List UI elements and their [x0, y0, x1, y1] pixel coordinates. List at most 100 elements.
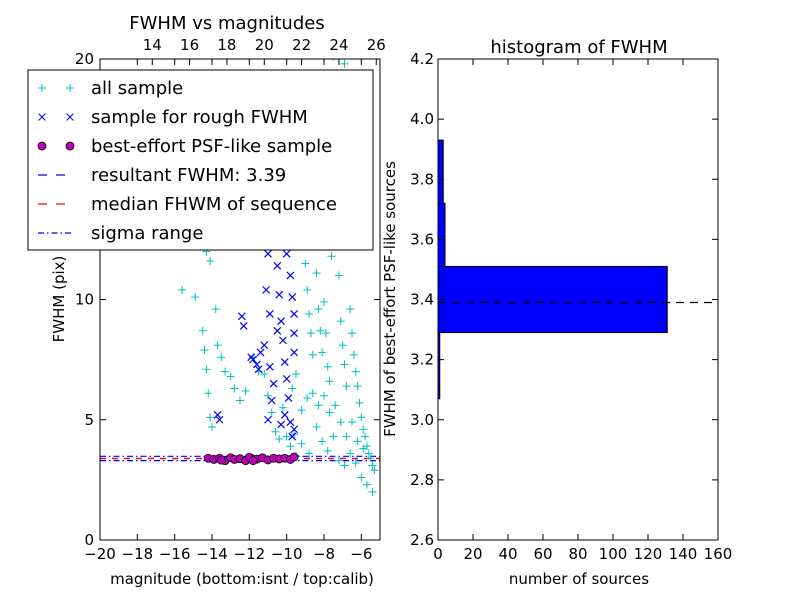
- legend-circle: [65, 141, 75, 151]
- top-tick-label: 14: [143, 36, 162, 54]
- psf-like-point: [248, 456, 258, 466]
- all-sample-point: [292, 370, 300, 379]
- y-tick-label: 2.8: [410, 471, 434, 489]
- y-tick-label: 3.4: [410, 291, 434, 309]
- all-sample-point: [323, 362, 332, 371]
- all-sample-point: [361, 432, 370, 441]
- x-b: [286, 271, 295, 280]
- rough-fwhm-point: [265, 362, 274, 371]
- rough-fwhm-point: [237, 312, 246, 321]
- psf-like-point: [289, 452, 299, 462]
- x-tick-label: 0: [433, 545, 443, 563]
- left-x-axis-label: magnitude (bottom:isnt / top:calib): [110, 570, 374, 588]
- all-sample-point: [271, 427, 280, 436]
- all-sample-point: [327, 252, 336, 261]
- x-b: [260, 341, 269, 350]
- rough-fwhm-point: [264, 249, 272, 258]
- top-tick-label: 16: [180, 36, 199, 54]
- all-sample-point: [308, 389, 317, 398]
- fwhm-histogram-panel: 0 20 40 60 80 100 120 140 160 2.6 2.8 3.0 3.2 3.4 3.6 3…: [381, 37, 732, 588]
- rough-fwhm-point: [252, 360, 261, 369]
- right-axis-ticks: 0 20 40 60 80 100 120 140 160 2.6 2.8 3.0 3.2 3.4 3.6 3…: [410, 50, 732, 563]
- all-sample-point: [338, 341, 347, 350]
- all-sample-point: [305, 449, 314, 458]
- all-sample-point: [320, 297, 328, 306]
- rough-fwhm-point: [277, 317, 285, 326]
- x-tick-label: 100: [599, 545, 628, 563]
- rough-fwhm-point: [264, 415, 272, 424]
- all-sample-point: [370, 466, 379, 475]
- y-tick-label: 5: [84, 411, 94, 429]
- x-b: [280, 411, 289, 419]
- rough-fwhm-point: [269, 379, 278, 388]
- rough-fwhm-point: [215, 415, 224, 424]
- legend-x-b: [66, 113, 74, 121]
- all-sample-point: [297, 439, 306, 448]
- all-sample-point: [278, 403, 287, 412]
- all-sample-point: [206, 257, 215, 266]
- x-b: [213, 411, 222, 419]
- legend-label: sample for rough FWHM: [91, 107, 308, 128]
- all-sample-point: [368, 461, 377, 470]
- all-sample-point: [336, 418, 345, 427]
- x-tick-label: 20: [463, 545, 482, 563]
- bottom-tick-label: −10: [271, 545, 303, 563]
- all-sample-point: [368, 487, 377, 496]
- all-sample-point: [282, 432, 291, 441]
- histogram-bar: [437, 265, 668, 334]
- rough-fwhm-point: [254, 365, 263, 374]
- right-plot-marks: [437, 139, 718, 400]
- all-sample-point: [342, 382, 351, 391]
- bottom-tick-label: −8: [313, 545, 335, 563]
- rough-fwhm-point: [239, 322, 248, 330]
- rough-fwhm-point: [288, 293, 297, 302]
- x-b: [286, 418, 295, 427]
- all-sample-point: [329, 432, 338, 441]
- all-sample-point: [323, 447, 332, 456]
- legend-label: median FHWM of sequence: [91, 194, 337, 215]
- x-b: [252, 360, 261, 369]
- rough-fwhm-point: [273, 261, 282, 270]
- all-sample-point: [346, 449, 355, 458]
- x-b: [239, 322, 248, 330]
- all-sample-point: [202, 365, 211, 374]
- y-tick-label: 3.0: [410, 411, 434, 429]
- x-tick-label: 40: [498, 545, 517, 563]
- psf-like-point: [216, 455, 226, 465]
- rough-fwhm-point: [284, 394, 293, 403]
- all-sample-point: [349, 350, 358, 359]
- legend-label: all sample: [91, 78, 183, 99]
- y-tick-label: 4.2: [410, 50, 434, 68]
- all-sample-point: [208, 422, 216, 431]
- all-sample-point: [206, 413, 215, 422]
- x-b: [279, 336, 287, 345]
- x-b: [237, 312, 246, 321]
- rough-fwhm-point: [267, 396, 276, 405]
- bottom-tick-label: −6: [350, 545, 372, 563]
- x-b: [215, 415, 224, 424]
- all-sample-point: [312, 422, 321, 431]
- all-sample-point: [200, 346, 209, 355]
- x-b: [249, 355, 257, 364]
- all-sample-point: [306, 329, 315, 338]
- all-sample-point: [355, 398, 364, 407]
- all-sample-point: [314, 401, 323, 410]
- all-sample-point: [267, 408, 276, 417]
- y-tick-label: 4.0: [410, 110, 434, 128]
- all-sample-point: [213, 341, 222, 350]
- x-b: [277, 317, 285, 326]
- x-b: [264, 249, 272, 258]
- x-tick-label: 160: [704, 545, 733, 563]
- x-b: [282, 374, 291, 383]
- top-tick-label: 26: [367, 36, 386, 54]
- all-sample-point: [312, 269, 321, 278]
- top-tick-label: 22: [292, 36, 311, 54]
- all-sample-point: [191, 293, 200, 302]
- x-b: [290, 329, 299, 338]
- x-b: [269, 379, 278, 388]
- all-sample-point: [340, 461, 349, 470]
- all-sample-point: [334, 271, 343, 280]
- all-sample-point: [334, 456, 343, 465]
- legend-circle: [37, 141, 47, 151]
